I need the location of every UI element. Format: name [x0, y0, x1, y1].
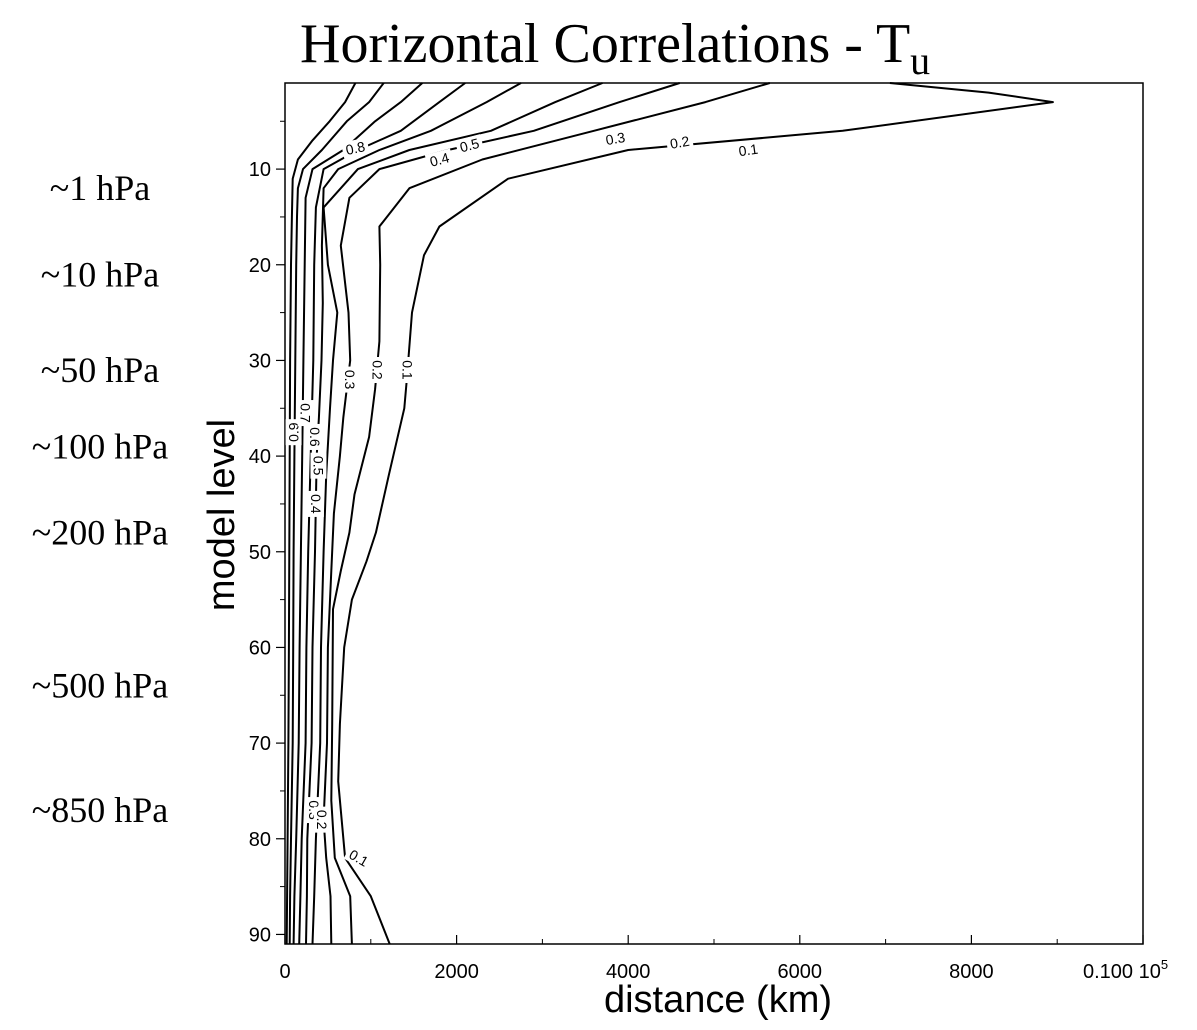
- x-axis-ticks: 0 2000 4000 6000 8000: [279, 935, 1144, 983]
- contour-label: 0.4: [428, 149, 451, 170]
- pressure-annotation: ~850 hPa: [32, 790, 168, 830]
- y-tick-label: 30: [249, 350, 271, 372]
- contour-label-bg: [313, 806, 330, 833]
- pressure-annotation: ~1 hPa: [50, 168, 150, 208]
- contour-label-bg: [399, 357, 416, 383]
- x-tick-label: 6000: [778, 961, 823, 983]
- contour-label: 0.1: [738, 141, 760, 160]
- chart-title: Horizontal Correlations - Tu: [300, 13, 930, 83]
- contour-line-0-3: [322, 82, 681, 945]
- contour-label: 0.9: [286, 422, 302, 442]
- contour-label: 0.3: [342, 370, 358, 390]
- contour-line-0-6: [298, 82, 466, 945]
- minor-ticks: [280, 120, 1058, 944]
- pressure-annotation: ~100 hPa: [32, 427, 168, 467]
- contour-label: 0.1: [400, 360, 416, 380]
- contour-label: 0.2: [669, 133, 691, 152]
- pressure-annotation: ~10 hPa: [41, 254, 159, 294]
- x-tick-label: 4000: [606, 961, 651, 983]
- contour-label: 0.7: [298, 403, 314, 423]
- contour-label-bg: [343, 844, 375, 872]
- chart-title-main: Horizontal Correlations - T: [300, 13, 910, 75]
- pressure-annotations: ~1 hPa ~10 hPa ~50 hPa ~100 hPa ~200 hPa ~500…: [32, 168, 168, 830]
- y-tick-label: 50: [249, 542, 271, 564]
- y-tick-label: 20: [249, 255, 271, 277]
- contour-label-bg: [307, 490, 324, 517]
- contour-label: 0.5: [458, 135, 481, 156]
- x-tick-label: 2000: [434, 961, 479, 983]
- contour-label-bg: [424, 148, 455, 171]
- contour-label-bg: [734, 140, 763, 160]
- contour-line-0-1: [337, 82, 1054, 945]
- contour-line-0-8: [288, 82, 385, 945]
- y-tick-label: 70: [249, 733, 271, 755]
- y-tick-label: 90: [249, 924, 271, 946]
- contour-label: 0.3: [604, 129, 626, 148]
- pressure-annotation: ~50 hPa: [41, 350, 159, 390]
- y-axis-ticks: 10 20 30 40 50 60 70 80 90: [249, 159, 285, 946]
- contour-line-0-2: [330, 82, 771, 945]
- contour-label-bg: [665, 132, 694, 153]
- contour-label-bg: [369, 357, 386, 383]
- x-tick-label: 8000: [949, 961, 994, 983]
- contour-label-bg: [310, 452, 327, 479]
- y-tick-label: 10: [249, 159, 271, 181]
- contour-line-0-7: [292, 82, 423, 945]
- plot-frame: [284, 82, 1144, 945]
- contour-line-0-4: [311, 82, 603, 945]
- contour-label: 0.8: [344, 138, 367, 158]
- y-tick-label: 80: [249, 829, 271, 851]
- contour-label-bg: [340, 137, 370, 159]
- contour-label: 0.5: [310, 456, 326, 476]
- contour-line-0-9: [285, 82, 357, 945]
- contour-label-bg: [307, 423, 324, 450]
- contour-label: 0.4: [308, 494, 324, 514]
- x-axis-end-exponent: 5: [1161, 957, 1168, 972]
- contour-labels: 0.8 0.5 0.4 0.3 0.2 0.1 0.3 0.2 0.1 0.90.7 0.6 0.5 0…: [285, 128, 763, 872]
- contour-label: 0.6: [307, 427, 323, 447]
- pressure-annotation: ~500 hPa: [32, 666, 168, 706]
- contour-label: 0.2: [370, 360, 386, 380]
- x-axis-label: distance (km): [604, 979, 832, 1021]
- x-axis-end-label: 0.100 105: [1083, 957, 1168, 983]
- contour-label-bg: [454, 134, 485, 157]
- x-tick-label: 0: [279, 961, 290, 983]
- contour-line-0-5: [305, 82, 522, 945]
- contour-label-bg: [342, 366, 359, 393]
- contour-label-bg: [285, 419, 302, 446]
- contour-label-bg: [601, 128, 630, 149]
- contour-label: 0.2: [314, 810, 330, 830]
- contour-label-bg: [297, 400, 314, 427]
- chart-title-subscript: u: [910, 38, 930, 83]
- contour-lines: [285, 82, 1054, 945]
- y-tick-label: 40: [249, 446, 271, 468]
- pressure-annotation: ~200 hPa: [32, 513, 168, 553]
- y-tick-label: 60: [249, 637, 271, 659]
- y-axis-label: model level: [201, 419, 243, 611]
